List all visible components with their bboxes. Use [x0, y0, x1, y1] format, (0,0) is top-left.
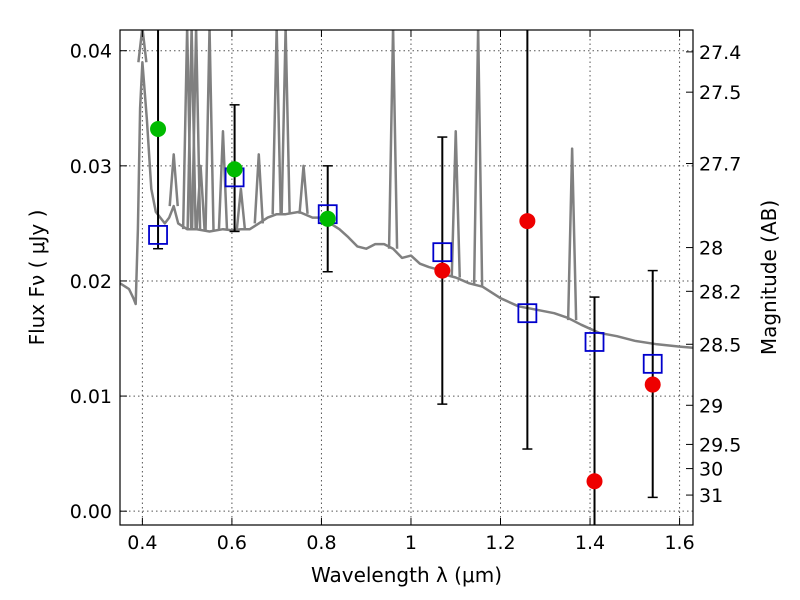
- x-tick-label: 1.6: [664, 532, 694, 554]
- y2-tick-label: 28.2: [699, 281, 741, 303]
- emission-line: [387, 30, 399, 249]
- detection-point: [319, 210, 336, 227]
- y2-tick-label: 27.4: [699, 42, 741, 64]
- y-tick-label: 0.03: [70, 156, 112, 178]
- y2-axis-label: Magnitude (AB): [757, 200, 781, 355]
- emission-line: [450, 130, 461, 278]
- y-tick-label: 0.04: [70, 41, 112, 63]
- emission-line: [195, 164, 206, 230]
- model-point: [517, 303, 538, 324]
- emission-line: [217, 130, 229, 230]
- upper-limit-point: [434, 262, 451, 279]
- emission-line: [168, 153, 179, 207]
- x-tick-label: 0.4: [127, 532, 157, 554]
- model-point: [584, 332, 605, 352]
- emission-line: [280, 30, 291, 215]
- plot-layer: [120, 30, 693, 525]
- emission-line: [204, 30, 215, 232]
- x-tick-label: 1.2: [485, 532, 515, 554]
- data-marks: [120, 30, 693, 525]
- model-point: [148, 225, 168, 245]
- y2-tick-label: 31: [699, 485, 723, 507]
- detection-point: [150, 121, 167, 137]
- upper-limit-point: [586, 473, 603, 490]
- x-tick-label: 0.8: [306, 532, 336, 554]
- upper-limit-point: [519, 213, 536, 230]
- upper-limit-point: [644, 376, 661, 393]
- y2-tick-label: 29: [699, 395, 723, 417]
- y2-tick-label: 27.5: [699, 82, 741, 104]
- y-tick-label: 0.02: [70, 271, 112, 293]
- emission-line: [298, 164, 309, 214]
- y-tick-label: 0.01: [70, 386, 112, 408]
- emission-line: [271, 30, 282, 215]
- emission-line: [253, 153, 265, 224]
- y2-tick-label: 29.5: [699, 434, 741, 456]
- emission-line: [566, 147, 578, 321]
- model-point: [432, 242, 453, 263]
- y2-tick-label: 28.5: [699, 334, 741, 356]
- detection-point: [226, 161, 243, 178]
- y-axis-label: Flux Fν ( μJy ): [25, 210, 49, 346]
- emission-line: [190, 30, 202, 230]
- plot-frame: [119, 29, 694, 526]
- x-tick-label: 1.4: [575, 532, 605, 554]
- y2-tick-label: 28: [699, 238, 723, 260]
- emission-line: [137, 30, 148, 63]
- y2-tick-label: 30: [699, 459, 723, 481]
- x-tick-label: 0.6: [217, 532, 247, 554]
- y-tick-label: 0.00: [70, 501, 112, 523]
- grid-layer: [120, 30, 693, 525]
- y2-tick-label: 27.7: [699, 154, 741, 176]
- tick-layer: 0.4 0.6 0.8 1 1.2 1.4 1.6 0.00 0.01 0.02 0.03 0.04 2…: [70, 30, 741, 554]
- x-tick-label: 1: [405, 532, 417, 554]
- emission-line: [235, 187, 247, 230]
- model-point: [642, 353, 663, 374]
- x-axis-label: Wavelength λ (μm): [311, 563, 502, 587]
- emission-line: [472, 30, 484, 286]
